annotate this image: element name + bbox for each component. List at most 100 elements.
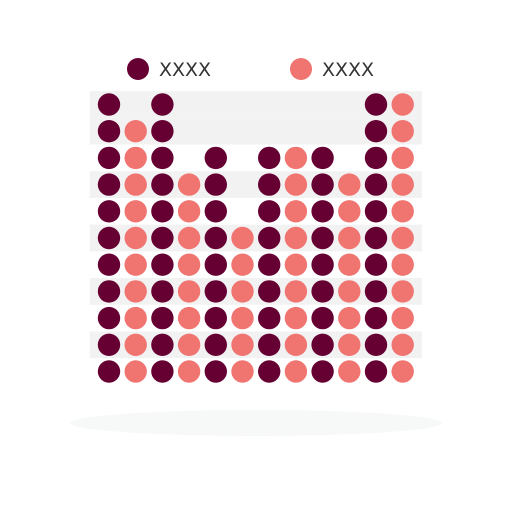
dot-series-1-cat-6[interactable] xyxy=(364,253,388,276)
dot-series-2-cat-4[interactable] xyxy=(284,253,308,276)
dot-series-1-cat-2[interactable] xyxy=(151,146,174,170)
dot-series-1-cat-3[interactable] xyxy=(204,146,227,170)
dot-series-2-cat-4[interactable] xyxy=(284,280,308,303)
dot-series-2-cat-2[interactable] xyxy=(177,360,201,383)
dot-series-1-cat-6[interactable] xyxy=(364,200,388,223)
dot-series-2-cat-1[interactable] xyxy=(124,146,147,170)
dot-series-2-cat-1[interactable] xyxy=(124,280,147,303)
dot-series-1-cat-4[interactable] xyxy=(258,360,281,383)
dot-series-2-cat-1[interactable] xyxy=(124,200,147,223)
dot-series-1-cat-3[interactable] xyxy=(204,280,227,303)
dot-series-1-cat-3[interactable] xyxy=(204,360,227,383)
dot-series-1-cat-2[interactable] xyxy=(151,333,174,356)
dot-series-2-cat-4[interactable] xyxy=(284,146,308,170)
dot-series-1-cat-2[interactable] xyxy=(151,280,174,303)
dot-series-2-cat-2[interactable] xyxy=(177,306,201,330)
dot-series-1-cat-4[interactable] xyxy=(258,226,281,250)
dot-series-2-cat-1[interactable] xyxy=(124,226,147,250)
dot-series-1-cat-2[interactable] xyxy=(151,306,174,330)
dot-series-1-cat-2[interactable] xyxy=(151,120,174,143)
dot-series-2-cat-4[interactable] xyxy=(284,226,308,250)
dot-series-1-cat-4[interactable] xyxy=(258,200,281,223)
dot-series-1-cat-6[interactable] xyxy=(364,333,388,356)
dot-series-2-cat-5[interactable] xyxy=(338,200,361,223)
dot-series-2-cat-5[interactable] xyxy=(338,226,361,250)
dot-series-1-cat-2[interactable] xyxy=(151,173,174,196)
dot-series-1-cat-1[interactable] xyxy=(97,280,121,303)
dot-series-1-cat-2[interactable] xyxy=(151,200,174,223)
dot-series-1-cat-1[interactable] xyxy=(97,360,121,383)
dot-series-2-cat-5[interactable] xyxy=(338,333,361,356)
dot-series-2-cat-1[interactable] xyxy=(124,333,147,356)
dot-series-1-cat-5[interactable] xyxy=(311,253,334,276)
dot-series-1-cat-3[interactable] xyxy=(204,306,227,330)
legend-item-1[interactable]: XXXX xyxy=(127,58,211,81)
dot-series-1-cat-1[interactable] xyxy=(97,253,121,276)
dot-series-1-cat-1[interactable] xyxy=(97,173,121,196)
dot-series-2-cat-6[interactable] xyxy=(391,306,414,330)
dot-series-2-cat-6[interactable] xyxy=(391,200,414,223)
dot-series-1-cat-4[interactable] xyxy=(258,146,281,170)
dot-series-1-cat-4[interactable] xyxy=(258,306,281,330)
dot-series-1-cat-5[interactable] xyxy=(311,173,334,196)
dot-series-2-cat-2[interactable] xyxy=(177,280,201,303)
dot-series-1-cat-2[interactable] xyxy=(151,253,174,276)
dot-series-2-cat-6[interactable] xyxy=(391,173,414,196)
dot-series-2-cat-3[interactable] xyxy=(231,226,254,250)
dot-series-2-cat-6[interactable] xyxy=(391,226,414,250)
dot-series-2-cat-5[interactable] xyxy=(338,280,361,303)
dot-series-1-cat-6[interactable] xyxy=(364,226,388,250)
dot-series-2-cat-2[interactable] xyxy=(177,200,201,223)
dot-series-1-cat-6[interactable] xyxy=(364,120,388,143)
dot-series-1-cat-4[interactable] xyxy=(258,253,281,276)
dot-series-2-cat-2[interactable] xyxy=(177,253,201,276)
dot-series-2-cat-5[interactable] xyxy=(338,306,361,330)
dot-series-1-cat-6[interactable] xyxy=(364,146,388,170)
dot-series-2-cat-3[interactable] xyxy=(231,306,254,330)
dot-series-2-cat-6[interactable] xyxy=(391,333,414,356)
dot-series-1-cat-6[interactable] xyxy=(364,173,388,196)
dot-series-1-cat-1[interactable] xyxy=(97,226,121,250)
dot-series-2-cat-1[interactable] xyxy=(124,173,147,196)
dot-series-1-cat-5[interactable] xyxy=(311,306,334,330)
dot-series-2-cat-2[interactable] xyxy=(177,333,201,356)
dot-series-2-cat-4[interactable] xyxy=(284,360,308,383)
dot-series-1-cat-1[interactable] xyxy=(97,146,121,170)
dot-series-2-cat-6[interactable] xyxy=(391,360,414,383)
dot-series-2-cat-3[interactable] xyxy=(231,253,254,276)
dot-series-1-cat-3[interactable] xyxy=(204,226,227,250)
dot-series-1-cat-4[interactable] xyxy=(258,333,281,356)
dot-series-1-cat-1[interactable] xyxy=(97,200,121,223)
dot-series-2-cat-3[interactable] xyxy=(231,360,254,383)
dot-series-1-cat-2[interactable] xyxy=(151,93,174,116)
dot-series-1-cat-6[interactable] xyxy=(364,280,388,303)
dot-series-2-cat-1[interactable] xyxy=(124,253,147,276)
dot-series-1-cat-3[interactable] xyxy=(204,333,227,356)
dot-series-1-cat-5[interactable] xyxy=(311,200,334,223)
dot-series-1-cat-4[interactable] xyxy=(258,173,281,196)
dot-series-2-cat-1[interactable] xyxy=(124,120,147,143)
dot-series-1-cat-3[interactable] xyxy=(204,173,227,196)
dot-series-2-cat-6[interactable] xyxy=(391,253,414,276)
legend-item-2[interactable]: XXXX xyxy=(290,58,374,81)
dot-series-1-cat-5[interactable] xyxy=(311,146,334,170)
dot-series-1-cat-1[interactable] xyxy=(97,120,121,143)
dot-series-1-cat-5[interactable] xyxy=(311,226,334,250)
dot-series-2-cat-6[interactable] xyxy=(391,120,414,143)
dot-series-1-cat-1[interactable] xyxy=(97,333,121,356)
dot-series-1-cat-1[interactable] xyxy=(97,93,121,116)
dot-series-2-cat-3[interactable] xyxy=(231,280,254,303)
dot-series-1-cat-5[interactable] xyxy=(311,333,334,356)
dot-series-1-cat-2[interactable] xyxy=(151,226,174,250)
dot-series-1-cat-6[interactable] xyxy=(364,360,388,383)
dot-series-2-cat-1[interactable] xyxy=(124,360,147,383)
dot-series-2-cat-2[interactable] xyxy=(177,226,201,250)
dot-series-1-cat-3[interactable] xyxy=(204,253,227,276)
dot-series-1-cat-5[interactable] xyxy=(311,360,334,383)
dot-series-1-cat-6[interactable] xyxy=(364,306,388,330)
dot-series-2-cat-6[interactable] xyxy=(391,280,414,303)
dot-series-1-cat-2[interactable] xyxy=(151,360,174,383)
dot-series-2-cat-4[interactable] xyxy=(284,173,308,196)
dot-series-2-cat-2[interactable] xyxy=(177,173,201,196)
dot-series-2-cat-5[interactable] xyxy=(338,360,361,383)
